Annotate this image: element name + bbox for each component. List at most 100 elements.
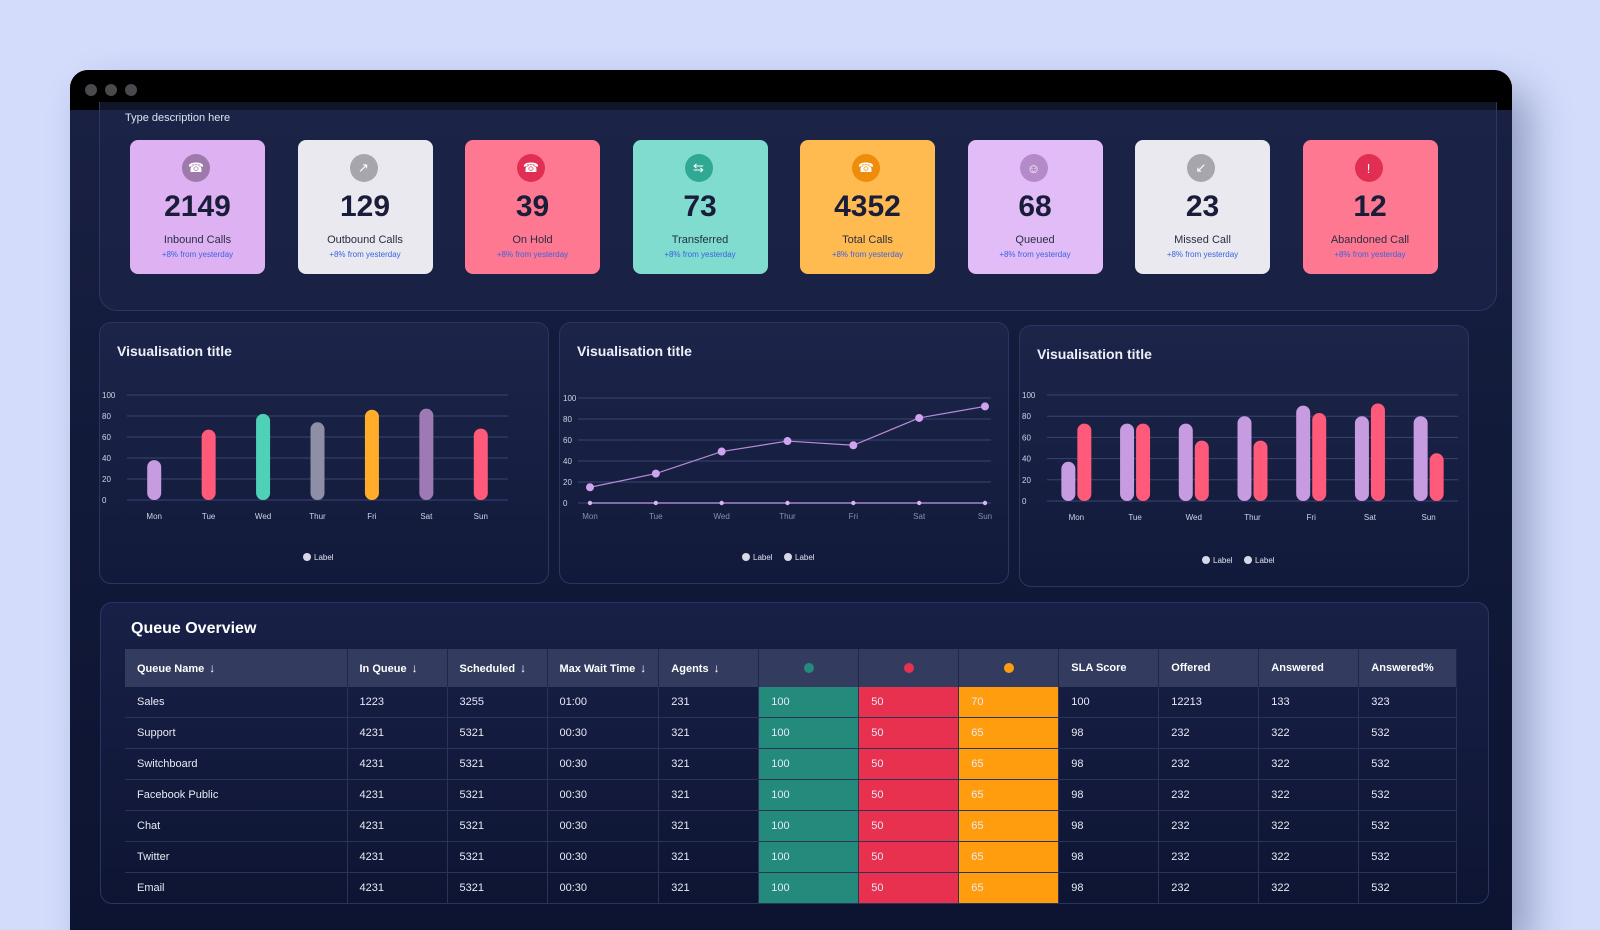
kpi-card[interactable]: ☎ 2149 Inbound Calls +8% from yesterday: [130, 140, 265, 274]
legend-label[interactable]: Label: [1255, 556, 1275, 565]
table-row[interactable]: Support 4231 5321 00:30 321 100 50 65 98 232 322 53…: [125, 717, 1458, 749]
bar[interactable]: [1077, 423, 1092, 501]
bar[interactable]: [1178, 423, 1193, 501]
kpi-card[interactable]: ↗ 129 Outbound Calls +8% from yesterday: [297, 140, 433, 274]
column-header-label: SLA Score: [1071, 662, 1127, 674]
table-cell: 65: [958, 872, 1060, 904]
column-header[interactable]: SLA Score: [1058, 649, 1160, 687]
table-cell: 50: [858, 748, 960, 780]
column-header-label: Answered%: [1371, 662, 1434, 674]
x-tick-label: Sun: [978, 512, 992, 521]
data-point[interactable]: [785, 500, 790, 506]
sort-arrow-icon[interactable]: ↓: [520, 661, 527, 675]
window-minimize-dot[interactable]: [105, 84, 117, 96]
kpi-card[interactable]: ⇆ 73 Transferred +8% from yesterday: [632, 140, 768, 274]
bar[interactable]: [1312, 413, 1327, 501]
bar[interactable]: [1120, 423, 1135, 501]
sort-arrow-icon[interactable]: ↓: [411, 661, 418, 675]
column-header[interactable]: Answered: [1258, 649, 1360, 687]
column-header[interactable]: Queue Name ↓: [125, 649, 348, 687]
status-column-header[interactable]: [758, 649, 860, 687]
bar[interactable]: [473, 428, 488, 500]
column-header[interactable]: In Queue ↓: [347, 649, 448, 687]
bar[interactable]: [1429, 453, 1444, 501]
bar[interactable]: [256, 413, 271, 500]
kpi-card[interactable]: ! 12 Abandoned Call +8% from yesterday: [1302, 140, 1438, 274]
y-tick-label: 40: [102, 454, 111, 463]
sort-arrow-icon[interactable]: ↓: [209, 661, 216, 675]
table-cell: 232: [1158, 872, 1260, 904]
status-column-header[interactable]: [958, 649, 1060, 687]
bar[interactable]: [1354, 416, 1369, 501]
table-cell: 12213: [1158, 687, 1260, 718]
legend-label[interactable]: Label: [1213, 556, 1233, 565]
data-point[interactable]: [717, 447, 726, 456]
table-cell: 532: [1358, 841, 1458, 873]
bar[interactable]: [201, 429, 216, 500]
column-header[interactable]: Agents ↓: [658, 649, 760, 687]
data-point[interactable]: [915, 413, 924, 422]
window-close-dot[interactable]: [85, 84, 97, 96]
data-point[interactable]: [982, 500, 988, 506]
column-header[interactable]: Offered: [1158, 649, 1260, 687]
phone-icon: ☎: [852, 154, 880, 182]
table-row[interactable]: Facebook Public 4231 5321 00:30 321 100 50 65 98…: [125, 779, 1458, 811]
table-cell: 5321: [447, 872, 548, 904]
table-cell: 50: [858, 810, 960, 842]
table-row[interactable]: Chat 4231 5321 00:30 321 100 50 65 98 232 322 532: [125, 810, 1458, 842]
bar[interactable]: [419, 408, 434, 500]
bar[interactable]: [1237, 416, 1252, 501]
data-point[interactable]: [719, 500, 724, 506]
data-point[interactable]: [916, 500, 922, 506]
table-cell: Twitter: [125, 841, 348, 873]
kpi-card[interactable]: ☎ 4352 Total Calls +8% from yesterday: [800, 140, 935, 274]
window-maximize-dot[interactable]: [125, 84, 137, 96]
app-window: Type description here ☎ 2149 Inbound Calls…: [70, 70, 1512, 930]
phone-missed-icon: ↙: [1187, 154, 1215, 182]
data-point[interactable]: [587, 500, 593, 506]
bar[interactable]: [1194, 440, 1209, 501]
data-point[interactable]: [653, 500, 659, 506]
kpi-card[interactable]: ☺ 68 Queued +8% from yesterday: [967, 140, 1103, 274]
kpi-value: 23: [1185, 190, 1220, 223]
data-point[interactable]: [981, 402, 989, 411]
kpi-value: 39: [515, 190, 550, 223]
status-column-header[interactable]: [858, 649, 960, 687]
table-cell: 00:30: [547, 872, 660, 904]
data-point[interactable]: [651, 469, 660, 478]
bar[interactable]: [1370, 403, 1385, 501]
table-row[interactable]: Twitter 4231 5321 00:30 321 100 50 65 98 232 322 53…: [125, 841, 1458, 873]
sort-arrow-icon[interactable]: ↓: [713, 661, 720, 675]
x-tick-label: Mon: [1069, 513, 1085, 522]
bar[interactable]: [310, 422, 325, 500]
legend-label[interactable]: Label: [795, 553, 815, 562]
bar[interactable]: [1413, 416, 1428, 501]
legend-label[interactable]: Label: [314, 553, 334, 562]
data-point[interactable]: [586, 483, 594, 492]
table-cell: 4231: [347, 748, 448, 780]
table-row[interactable]: Sales 1223 3255 01:00 231 100 50 70 100 12213 133 3…: [125, 687, 1458, 718]
column-header[interactable]: Max Wait Time ↓: [547, 649, 660, 687]
bar[interactable]: [1296, 405, 1311, 501]
data-point[interactable]: [849, 441, 858, 450]
column-header[interactable]: Scheduled ↓: [447, 649, 548, 687]
table-cell: 00:30: [547, 717, 660, 749]
bar[interactable]: [1061, 461, 1076, 501]
legend-label[interactable]: Label: [753, 553, 773, 562]
kpi-card[interactable]: ↙ 23 Missed Call +8% from yesterday: [1135, 140, 1270, 274]
data-point[interactable]: [783, 437, 792, 446]
data-point[interactable]: [851, 500, 856, 506]
table-cell: 5321: [447, 841, 548, 873]
sort-arrow-icon[interactable]: ↓: [640, 661, 647, 675]
bar[interactable]: [147, 460, 162, 500]
table-row[interactable]: Email 4231 5321 00:30 321 100 50 65 98 232 322 532: [125, 872, 1458, 904]
table-cell: Switchboard: [125, 748, 348, 780]
bar[interactable]: [364, 409, 379, 500]
column-header[interactable]: Answered%: [1358, 649, 1458, 687]
table-row[interactable]: Switchboard 4231 5321 00:30 321 100 50 65 98 232 3…: [125, 748, 1458, 780]
bar[interactable]: [1136, 423, 1151, 501]
column-header-label: In Queue: [359, 663, 407, 675]
bar[interactable]: [1253, 440, 1268, 501]
table-cell: 321: [658, 872, 760, 904]
kpi-card[interactable]: ☎ 39 On Hold +8% from yesterday: [465, 140, 600, 274]
